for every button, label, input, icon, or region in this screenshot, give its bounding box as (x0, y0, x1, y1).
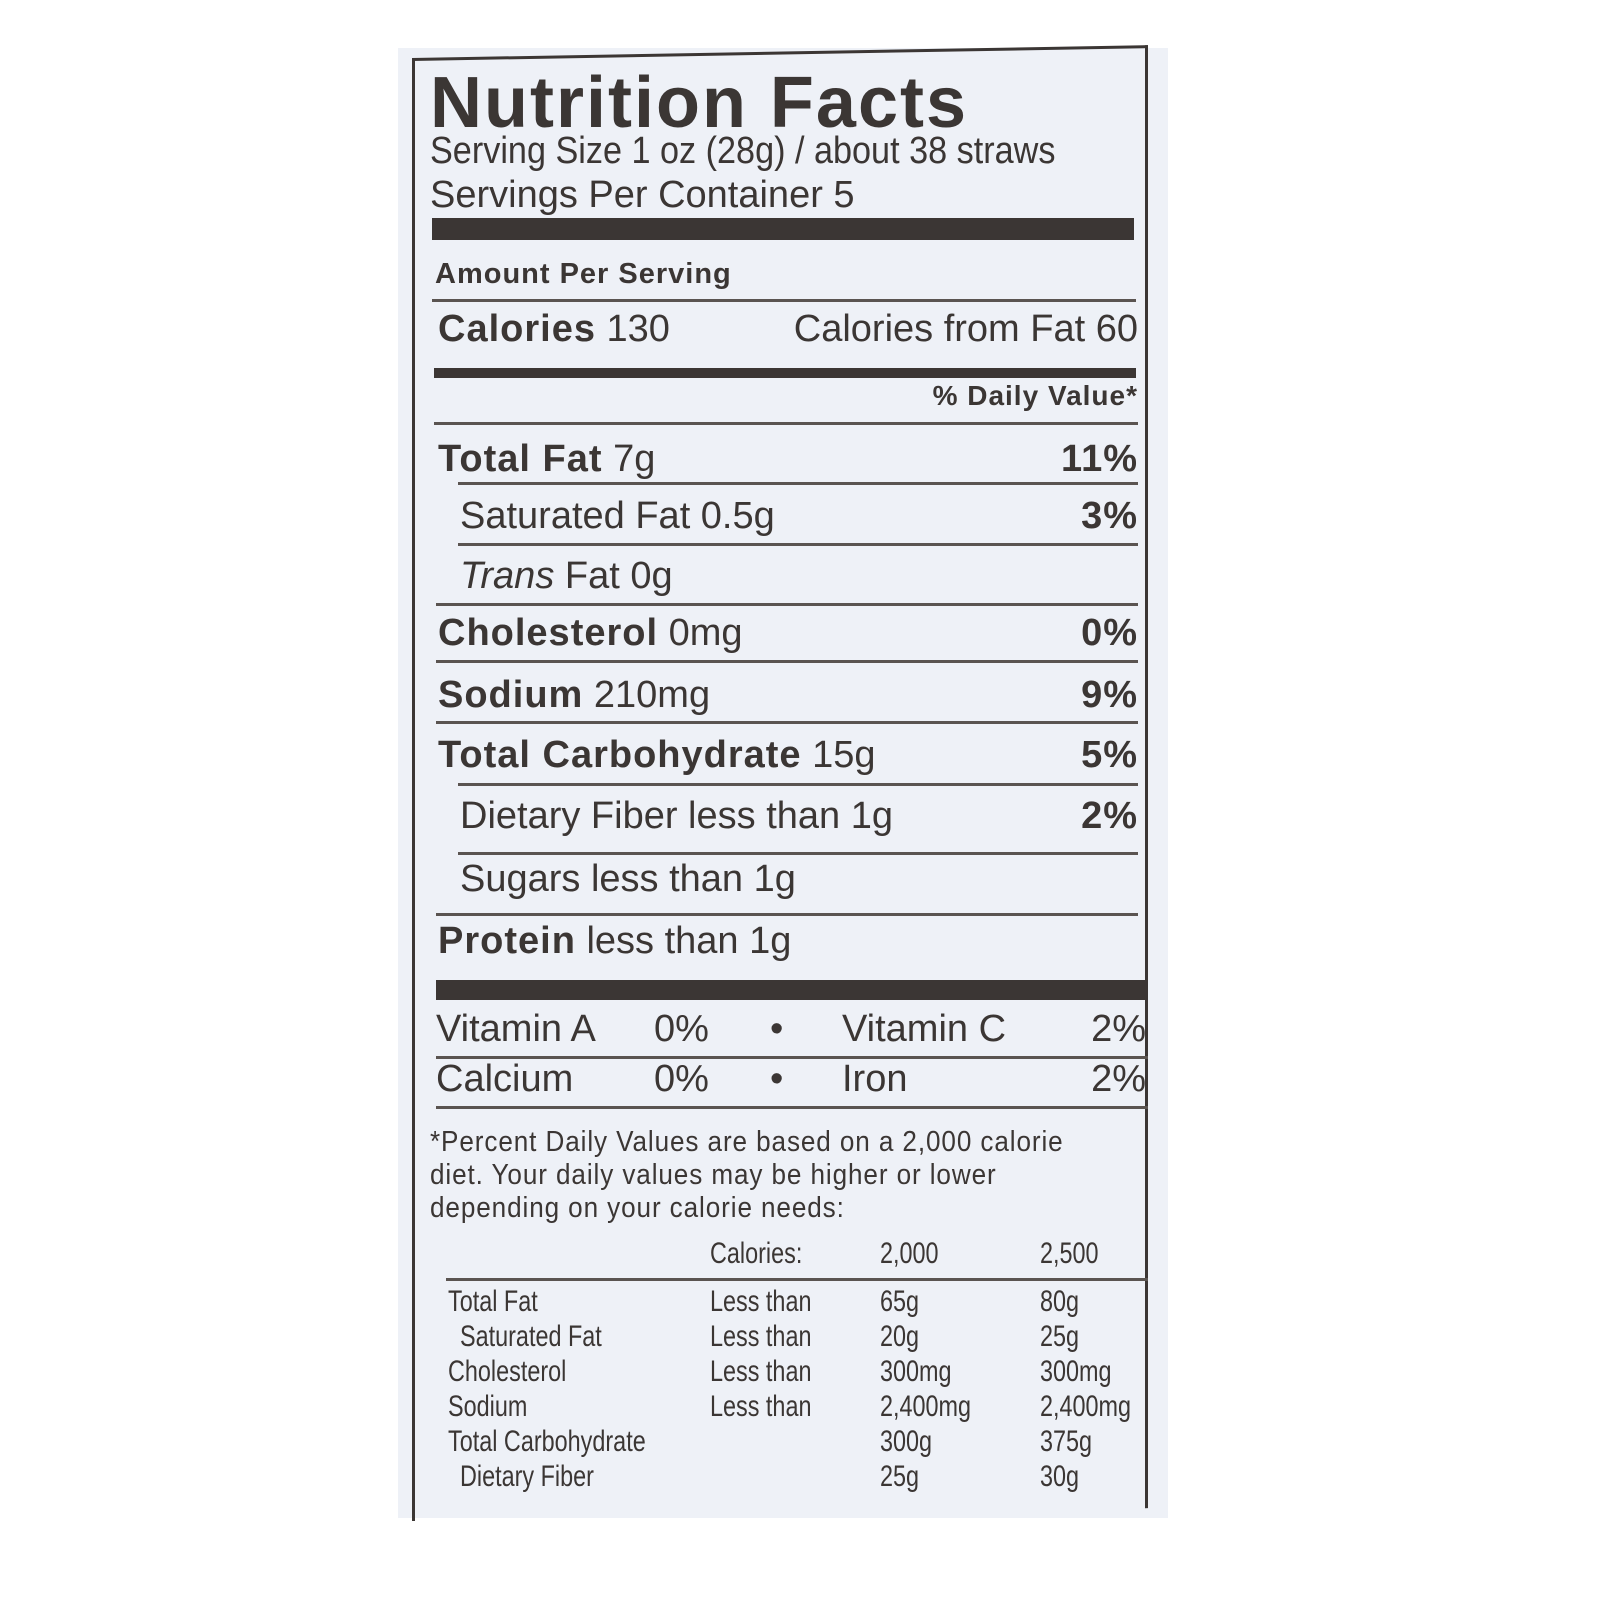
vitamin-label: Vitamin C (842, 1008, 1007, 1050)
vitamin-label: Iron (842, 1058, 908, 1100)
vitamin-label: Vitamin A (436, 1008, 596, 1050)
nutrient-row: Sugars less than 1g (460, 858, 1138, 901)
vitamin-row: Calcium 0% • Iron 2% (436, 1058, 1146, 1104)
bullet: • (770, 1058, 784, 1100)
reference-header: 2,500 (1040, 1237, 1099, 1270)
reference-cell: Saturated Fat (460, 1320, 602, 1353)
reference-cell: Total Fat (448, 1285, 538, 1318)
thick-divider (432, 218, 1134, 240)
nutrient-row: Dietary Fiber less than 1g 2% (460, 795, 1138, 838)
label-title: Nutrition Facts (430, 63, 969, 143)
nutrient-row: Total Carbohydrate 15g 5% (438, 734, 1138, 777)
reference-cell: Less than (710, 1320, 812, 1353)
nutrient-daily-value: 0% (1081, 612, 1138, 654)
reference-cell: 20g (880, 1320, 920, 1353)
vitamin-value: 0% (654, 1058, 709, 1100)
nutrient-daily-value: 5% (1081, 734, 1138, 776)
reference-cell: 300mg (1040, 1355, 1112, 1388)
serving-size: Serving Size 1 oz (28g) / about 38 straw… (430, 130, 1056, 172)
divider (436, 1056, 1148, 1059)
vitamin-label: Calcium (436, 1058, 574, 1100)
nutrient-label: Trans (460, 555, 555, 597)
reference-cell: 375g (1040, 1425, 1093, 1458)
reference-cell: 300g (880, 1425, 933, 1458)
footnote-line: diet. Your daily values may be higher or… (430, 1159, 997, 1191)
nutrient-row: Sodium 210mg 9% (438, 674, 1138, 717)
reference-cell: Less than (710, 1390, 812, 1423)
nutrient-daily-value: 2% (1081, 795, 1138, 837)
reference-cell: 80g (1040, 1285, 1080, 1318)
nutrient-amount: less than 1g (586, 920, 792, 962)
nutrient-label: Sugars less than 1g (460, 858, 796, 900)
footnote-line: depending on your calorie needs: (430, 1192, 845, 1224)
nutrient-amount: 15g (812, 734, 876, 776)
reference-cell: 30g (1040, 1460, 1080, 1493)
divider (434, 422, 1138, 425)
nutrient-label: Saturated Fat 0.5g (460, 495, 775, 537)
divider (458, 543, 1138, 546)
nutrient-label: Protein (438, 920, 576, 962)
vitamin-value: 0% (654, 1008, 709, 1050)
nutrient-row: Saturated Fat 0.5g 3% (460, 495, 1138, 538)
footnote-line: *Percent Daily Values are based on a 2,0… (430, 1126, 1064, 1158)
divider (446, 1278, 1148, 1281)
nutrient-row: Total Fat 7g 11% (438, 438, 1138, 481)
nutrient-row: Protein less than 1g (438, 920, 1138, 963)
divider (436, 660, 1138, 663)
divider (458, 852, 1138, 855)
divider (436, 603, 1138, 606)
reference-header: Calories: (710, 1237, 803, 1270)
nutrient-label: Total Fat (438, 438, 603, 480)
nutrient-row: Trans Fat 0g (460, 555, 1138, 598)
nutrient-amount: Fat 0g (564, 555, 673, 597)
nutrient-label: Total Carbohydrate (438, 734, 802, 776)
nutrient-label: Dietary Fiber less than 1g (460, 795, 893, 837)
calories-row: Calories 130 Calories from Fat 60 (438, 308, 1138, 351)
nutrient-daily-value: 9% (1081, 674, 1138, 716)
nutrient-label: Sodium (438, 674, 584, 716)
reference-cell: Total Carbohydrate (448, 1425, 646, 1458)
vitamin-row: Vitamin A 0% • Vitamin C 2% (436, 1008, 1146, 1054)
divider (436, 721, 1138, 724)
nutrient-daily-value: 11% (1061, 438, 1138, 480)
servings-per-container: Servings Per Container 5 (430, 174, 855, 216)
reference-cell: 300mg (880, 1355, 952, 1388)
calories-value: 130 (606, 308, 670, 350)
calories-label: Calories (438, 308, 596, 350)
divider (458, 482, 1138, 485)
calories-from-fat: Calories from Fat 60 (793, 308, 1138, 350)
reference-cell: Less than (710, 1355, 812, 1388)
reference-header: 2,000 (880, 1237, 939, 1270)
bullet: • (770, 1008, 784, 1050)
nutrient-amount: 7g (613, 438, 656, 480)
divider (436, 1106, 1148, 1109)
vitamin-value: 2% (1091, 1008, 1146, 1050)
reference-cell: Dietary Fiber (460, 1460, 594, 1493)
amount-per-serving: Amount Per Serving (435, 258, 732, 290)
medium-divider (434, 368, 1136, 378)
nutrient-amount: 210mg (593, 674, 711, 716)
reference-cell: 25g (1040, 1320, 1080, 1353)
reference-cell: Less than (710, 1285, 812, 1318)
divider (432, 299, 1136, 302)
nutrient-daily-value: 3% (1081, 495, 1138, 537)
nutrient-amount: 0mg (668, 612, 743, 654)
reference-cell: 2,400mg (880, 1390, 972, 1423)
reference-cell: 2,400mg (1040, 1390, 1132, 1423)
nutrient-row: Cholesterol 0mg 0% (438, 612, 1138, 655)
daily-value-header: % Daily Value* (932, 380, 1138, 411)
vitamin-value: 2% (1091, 1058, 1146, 1100)
nutrient-label: Cholesterol (438, 612, 659, 654)
reference-cell: 65g (880, 1285, 920, 1318)
reference-cell: 25g (880, 1460, 920, 1493)
reference-cell: Sodium (448, 1390, 528, 1423)
divider (458, 783, 1138, 786)
thick-divider (436, 980, 1146, 1000)
divider (436, 913, 1138, 916)
reference-cell: Cholesterol (448, 1355, 567, 1388)
